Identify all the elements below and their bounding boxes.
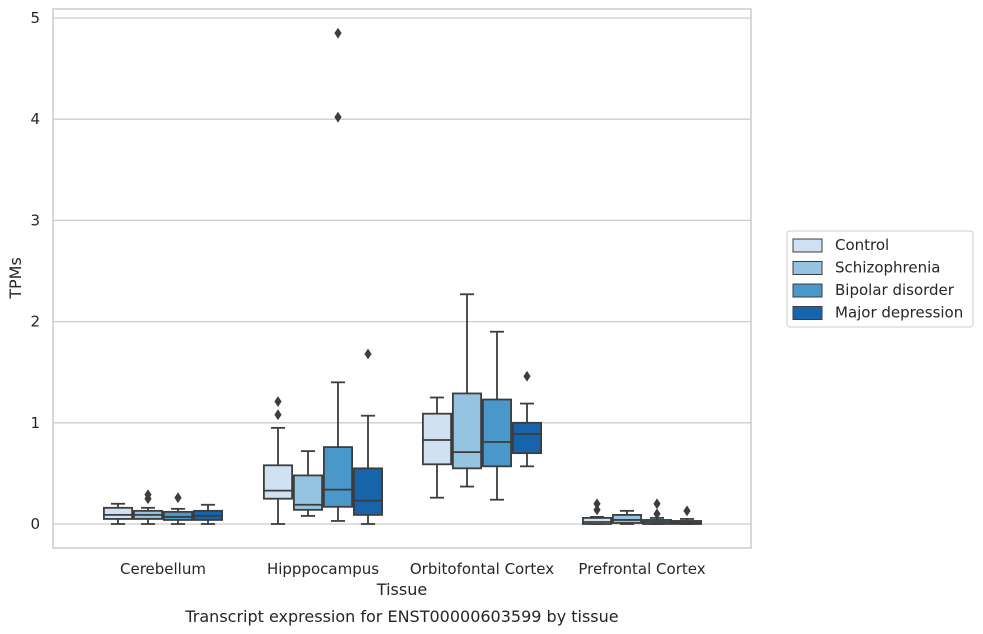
y-axis-ticks: 0 1 2 3 4 5 <box>30 9 40 533</box>
legend-label: Control <box>835 236 889 254</box>
x-tick-label: Orbitofontal Cortex <box>410 560 554 578</box>
box <box>481 330 512 501</box>
x-tick-label: Prefrontal Cortex <box>578 560 705 578</box>
box <box>642 498 673 525</box>
outlier-point <box>274 396 282 407</box>
box <box>672 505 703 525</box>
legend-swatch <box>792 283 823 298</box>
box <box>292 450 323 517</box>
outlier-point <box>334 111 342 123</box>
box-body <box>352 467 383 516</box>
outlier-point <box>523 370 531 382</box>
outlier-point <box>683 505 691 517</box>
box-body <box>582 517 613 525</box>
outlier-point <box>334 27 342 39</box>
outlier-point <box>364 348 372 360</box>
x-tick-label: Cerebellum <box>120 560 206 578</box>
legend-frame <box>786 230 974 328</box>
outlier-point <box>593 498 601 510</box>
box <box>512 370 543 468</box>
box-body <box>322 446 353 508</box>
y-tick-label: 1 <box>30 414 40 432</box>
series-control <box>103 396 613 525</box>
chart-caption: Transcript expression for ENST0000060359… <box>184 607 618 626</box>
outlier-point <box>653 498 661 510</box>
box <box>103 502 134 525</box>
outlier-point <box>593 504 601 516</box>
box <box>322 27 353 522</box>
box <box>162 492 193 525</box>
box-body <box>262 464 293 500</box>
box-body <box>481 398 512 468</box>
box <box>421 396 452 499</box>
box-body <box>451 392 482 470</box>
legend-swatch <box>792 238 823 253</box>
y-axis-label: TPMs <box>6 257 25 300</box>
box-body <box>612 513 643 524</box>
legend-label: Bipolar disorder <box>835 281 955 299</box>
box <box>612 509 643 525</box>
box <box>582 498 613 525</box>
box <box>451 293 482 488</box>
outlier-point <box>144 489 152 501</box>
legend-swatch <box>792 306 823 320</box>
legend-swatch <box>792 261 823 275</box>
series-major-depression <box>192 348 703 525</box>
outlier-point <box>174 492 182 504</box>
y-tick-label: 0 <box>30 515 40 533</box>
box-body <box>162 510 193 521</box>
y-tick-label: 5 <box>30 9 40 27</box>
box <box>262 396 293 525</box>
box-body <box>512 421 543 455</box>
legend-label: Schizophrenia <box>835 259 940 277</box>
box <box>132 489 163 525</box>
y-tick-label: 4 <box>30 110 40 128</box>
outlier-point <box>653 508 661 520</box>
y-tick-label: 3 <box>30 211 40 229</box>
box-groups <box>103 27 703 525</box>
grid-lines <box>53 17 751 525</box>
box-body <box>103 506 134 520</box>
series-bipolar-disorder <box>162 27 673 525</box>
plot-frame <box>52 8 752 549</box>
series-schizophrenia <box>132 293 643 525</box>
legend-label: Major depression <box>835 304 963 322</box>
outlier-point <box>274 409 282 421</box>
x-axis-label: Tissue <box>376 580 427 599</box>
x-axis-ticks: Cerebellum Hipppocampus Orbitofontal Corte… <box>120 560 706 578</box>
legend: Control Schizophrenia Bipolar disorder Majo… <box>786 230 974 328</box>
y-tick-label: 2 <box>30 313 40 331</box>
box <box>352 348 383 525</box>
x-tick-label: Hipppocampus <box>267 560 379 578</box>
box-body <box>421 412 452 466</box>
box <box>192 503 223 525</box>
